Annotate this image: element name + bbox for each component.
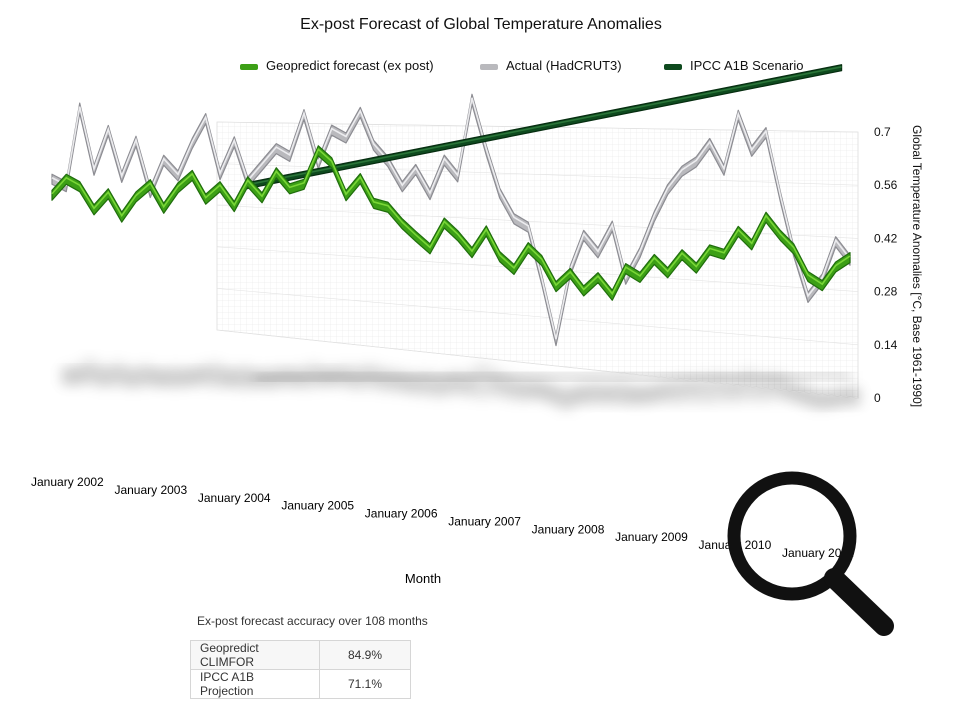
accuracy-model-name: Geopredict CLIMFOR — [190, 640, 320, 670]
y-gridline — [216, 204, 859, 239]
x-tick-label: January 2009 — [615, 530, 688, 544]
series-line — [245, 66, 842, 186]
legend-label-actual: Actual (HadCRUT3) — [506, 58, 622, 73]
accuracy-value: 84.9% — [319, 640, 411, 670]
x-ticks: January 2002 January 2003 January 2004 Janu… — [31, 475, 854, 560]
x-tick-label: January 2011 — [782, 546, 854, 560]
x-tick-label: January 2007 — [448, 514, 521, 528]
accuracy-model-name: IPCC A1B Projection — [190, 669, 320, 699]
magnifier-icon[interactable] — [722, 468, 898, 640]
x-tick-label: January 2006 — [365, 507, 438, 521]
series-layer — [51, 64, 851, 347]
y-gridline — [216, 288, 859, 346]
series-ribbon — [51, 93, 851, 347]
y-tick-label: 0.14 — [874, 338, 898, 352]
table-row: IPCC A1B Projection 71.1% — [190, 669, 411, 699]
y-ticks: 0 0.14 0.28 0.42 0.56 0.7 — [874, 125, 898, 405]
legend-swatch-ipcc — [664, 63, 682, 70]
y-tick-label: 0.42 — [874, 231, 898, 245]
series-line — [51, 147, 851, 296]
x-axis-label: Month — [405, 571, 441, 586]
series-line — [51, 97, 851, 340]
series-shadows — [60, 356, 862, 413]
legend: Geopredict forecast (ex post) Actual (Ha… — [0, 58, 962, 78]
legend-item-geopredict[interactable]: Geopredict forecast (ex post) — [240, 58, 434, 73]
chart-title: Ex-post Forecast of Global Temperature A… — [300, 16, 662, 33]
legend-item-actual[interactable]: Actual (HadCRUT3) — [480, 58, 622, 73]
x-tick-label: January 2003 — [114, 483, 187, 497]
series-shadow — [60, 366, 861, 409]
x-tick-label: January 2005 — [281, 499, 354, 513]
y-tick-label: 0.56 — [874, 178, 898, 192]
y-tick-label: 0 — [874, 391, 881, 405]
legend-label-ipcc: IPCC A1B Scenario — [690, 58, 804, 73]
accuracy-table: Geopredict CLIMFOR 84.9% IPCC A1B Projec… — [190, 640, 411, 699]
table-row: Geopredict CLIMFOR 84.9% — [190, 640, 411, 670]
legend-label-geopredict: Geopredict forecast (ex post) — [266, 58, 434, 73]
y-tick-label: 0.28 — [874, 285, 898, 299]
x-tick-label: January 2002 — [31, 475, 104, 489]
legend-swatch-geopredict — [240, 63, 258, 70]
y-axis-label: Global Temperature Anomalies [°C, Base 1… — [910, 125, 924, 407]
accuracy-value: 71.1% — [319, 669, 411, 699]
accuracy-caption: Ex-post forecast accuracy over 108 month… — [197, 614, 428, 628]
legend-item-ipcc[interactable]: IPCC A1B Scenario — [664, 58, 803, 73]
y-gridline — [216, 329, 859, 399]
y-tick-label: 0.7 — [874, 125, 891, 139]
legend-swatch-actual — [480, 63, 498, 70]
x-tick-label: January 2008 — [532, 522, 605, 536]
x-tick-label: January 2004 — [198, 491, 271, 505]
